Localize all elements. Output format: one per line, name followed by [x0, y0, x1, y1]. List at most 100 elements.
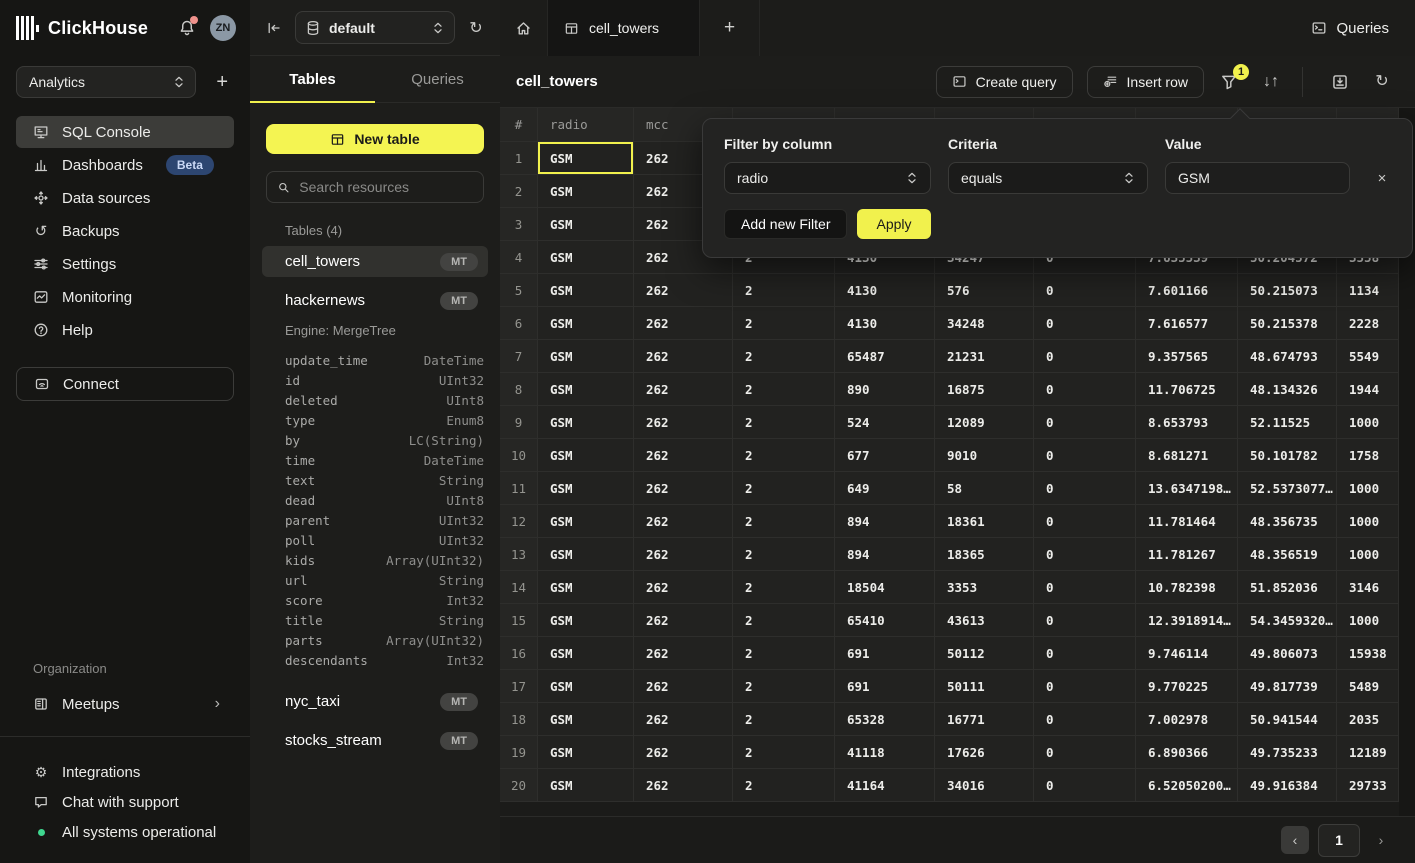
table-cell[interactable]: 262	[634, 703, 733, 736]
table-cell[interactable]: 11.781267	[1136, 538, 1238, 571]
table-cell[interactable]: 48.356519	[1238, 538, 1337, 571]
table-cell[interactable]: 0	[1034, 703, 1136, 736]
apply-filter-button[interactable]: Apply	[857, 209, 930, 239]
table-cell[interactable]: 65487	[835, 340, 935, 373]
page-prev-button[interactable]: ‹	[1281, 826, 1309, 854]
table-cell[interactable]: 262	[634, 274, 733, 307]
table-cell[interactable]: 1134	[1337, 274, 1399, 307]
table-item-nyc-taxi[interactable]: nyc_taxi MT	[262, 686, 488, 717]
avatar[interactable]: ZN	[210, 15, 236, 41]
filter-column-select[interactable]: radio	[724, 162, 931, 194]
database-select[interactable]: default	[295, 11, 455, 44]
table-cell[interactable]: 262	[634, 538, 733, 571]
table-cell[interactable]: 1944	[1337, 373, 1399, 406]
sidebar-item-chat-support[interactable]: Chat with support	[16, 787, 234, 817]
queries-button[interactable]: Queries	[1285, 0, 1415, 56]
table-cell[interactable]: 2	[733, 505, 835, 538]
table-cell[interactable]: 21231	[935, 340, 1034, 373]
table-cell[interactable]: 2	[733, 670, 835, 703]
table-cell[interactable]: 262	[634, 769, 733, 802]
search-input[interactable]	[299, 179, 473, 195]
system-status[interactable]: All systems operational	[16, 817, 234, 847]
table-cell[interactable]: 50.941544	[1238, 703, 1337, 736]
table-cell[interactable]: GSM	[538, 604, 634, 637]
table-cell[interactable]: GSM	[538, 274, 634, 307]
table-cell[interactable]: 262	[634, 571, 733, 604]
sidebar-item-dashboards[interactable]: Dashboards Beta	[16, 149, 234, 181]
table-cell[interactable]: 2228	[1337, 307, 1399, 340]
table-cell[interactable]: 262	[634, 373, 733, 406]
table-cell[interactable]: 43613	[935, 604, 1034, 637]
table-cell[interactable]: 18361	[935, 505, 1034, 538]
table-cell[interactable]: 9.746114	[1136, 637, 1238, 670]
new-table-button[interactable]: New table	[266, 124, 484, 154]
table-cell[interactable]: 2	[733, 274, 835, 307]
table-cell[interactable]: 894	[835, 505, 935, 538]
table-cell[interactable]: 0	[1034, 637, 1136, 670]
table-cell[interactable]: 2	[733, 307, 835, 340]
table-cell[interactable]: 2	[733, 439, 835, 472]
table-cell[interactable]: 2	[733, 538, 835, 571]
table-cell[interactable]: 16771	[935, 703, 1034, 736]
table-cell[interactable]: GSM	[538, 142, 634, 175]
table-cell[interactable]: 58	[935, 472, 1034, 505]
table-cell[interactable]: 9.770225	[1136, 670, 1238, 703]
table-cell[interactable]: GSM	[538, 505, 634, 538]
table-cell[interactable]: 49.916384	[1238, 769, 1337, 802]
table-cell[interactable]: 9010	[935, 439, 1034, 472]
table-cell[interactable]: GSM	[538, 373, 634, 406]
table-cell[interactable]: 18365	[935, 538, 1034, 571]
table-cell[interactable]: 0	[1034, 340, 1136, 373]
table-cell[interactable]: 8.681271	[1136, 439, 1238, 472]
page-number[interactable]: 1	[1318, 824, 1360, 857]
table-cell[interactable]: 691	[835, 670, 935, 703]
table-cell[interactable]: 262	[634, 439, 733, 472]
table-cell[interactable]: 0	[1034, 439, 1136, 472]
table-cell[interactable]: 34248	[935, 307, 1034, 340]
table-cell[interactable]: GSM	[538, 175, 634, 208]
table-cell[interactable]: 7.601166	[1136, 274, 1238, 307]
table-cell[interactable]: 2	[733, 406, 835, 439]
table-cell[interactable]: 2	[733, 340, 835, 373]
table-cell[interactable]: 10.782398	[1136, 571, 1238, 604]
table-cell[interactable]: 0	[1034, 736, 1136, 769]
table-cell[interactable]: GSM	[538, 472, 634, 505]
table-cell[interactable]: 12.3918914…	[1136, 604, 1238, 637]
table-cell[interactable]: 50112	[935, 637, 1034, 670]
table-cell[interactable]: 11.706725	[1136, 373, 1238, 406]
home-tab[interactable]	[500, 0, 548, 56]
table-cell[interactable]: 15938	[1337, 637, 1399, 670]
table-cell[interactable]: 2	[733, 373, 835, 406]
table-cell[interactable]: 1000	[1337, 538, 1399, 571]
table-cell[interactable]: 48.134326	[1238, 373, 1337, 406]
table-cell[interactable]: 0	[1034, 769, 1136, 802]
sort-button[interactable]: ↓↑	[1254, 65, 1288, 99]
table-cell[interactable]: 262	[634, 307, 733, 340]
table-cell[interactable]: 3353	[935, 571, 1034, 604]
table-cell[interactable]: 50111	[935, 670, 1034, 703]
sidebar-item-backups[interactable]: ↺ Backups	[16, 215, 234, 247]
column-header[interactable]: radio	[538, 108, 634, 142]
table-cell[interactable]: 890	[835, 373, 935, 406]
table-cell[interactable]: 50.215073	[1238, 274, 1337, 307]
notifications-bell-icon[interactable]	[178, 19, 196, 37]
table-cell[interactable]: 12089	[935, 406, 1034, 439]
table-cell[interactable]: 2035	[1337, 703, 1399, 736]
table-item-stocks-stream[interactable]: stocks_stream MT	[262, 725, 488, 756]
table-cell[interactable]: 49.806073	[1238, 637, 1337, 670]
table-cell[interactable]: 29733	[1337, 769, 1399, 802]
table-cell[interactable]: 262	[634, 406, 733, 439]
search-resources[interactable]	[266, 171, 484, 203]
table-cell[interactable]: 48.674793	[1238, 340, 1337, 373]
table-cell[interactable]: GSM	[538, 670, 634, 703]
table-cell[interactable]: 48.356735	[1238, 505, 1337, 538]
table-cell[interactable]: 2	[733, 703, 835, 736]
table-cell[interactable]: 3146	[1337, 571, 1399, 604]
table-cell[interactable]: 2	[733, 571, 835, 604]
sidebar-item-help[interactable]: Help	[16, 314, 234, 346]
table-cell[interactable]: 1000	[1337, 604, 1399, 637]
page-next-button[interactable]: ›	[1369, 832, 1393, 848]
refresh-button[interactable]: ↻	[1365, 65, 1399, 99]
table-cell[interactable]: 2	[733, 472, 835, 505]
table-cell[interactable]: GSM	[538, 538, 634, 571]
